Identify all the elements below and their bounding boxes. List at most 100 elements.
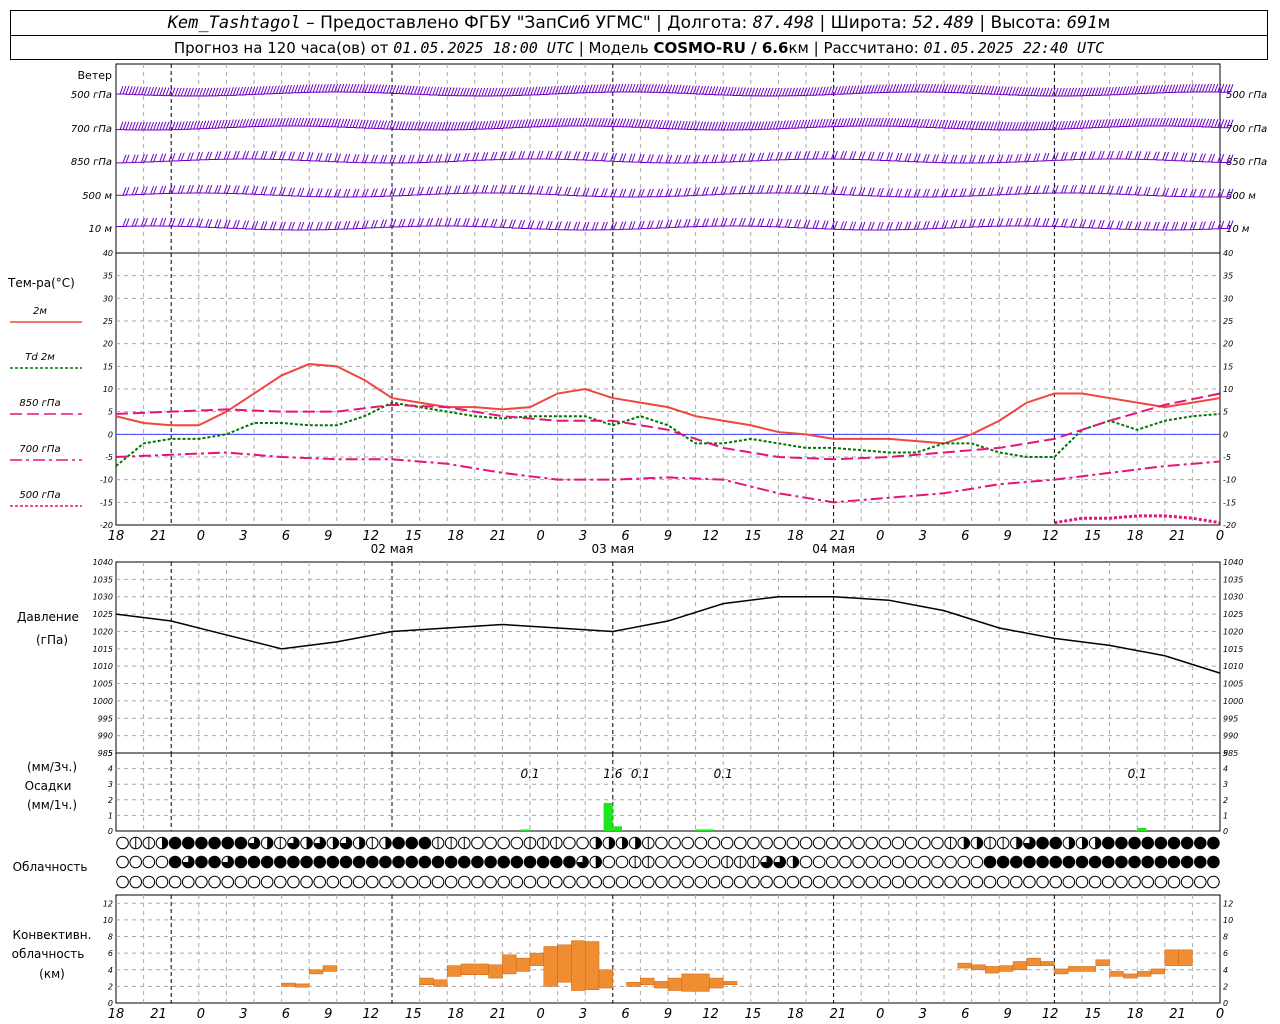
cloud-circle xyxy=(168,855,182,869)
cloud-circle xyxy=(1036,836,1049,850)
wind-barb xyxy=(1118,150,1133,160)
wind-barb xyxy=(180,184,194,194)
wind-barb xyxy=(162,121,176,131)
wind-barb xyxy=(971,121,986,130)
lat-label: Широта: xyxy=(830,13,908,33)
cloud-panel-title: Облачность xyxy=(13,860,88,874)
convective-block xyxy=(502,954,517,975)
wind-barb xyxy=(382,219,397,228)
pressure-ytick-right: 1010 xyxy=(1223,662,1243,671)
wind-barb xyxy=(612,221,627,231)
wind-barb xyxy=(530,150,544,160)
precip-ytick-left: 4 xyxy=(108,765,113,774)
wind-barb xyxy=(419,86,434,96)
convective-unit: (км) xyxy=(39,967,65,981)
temp-ytick-left: -20 xyxy=(100,521,113,530)
wind-barb xyxy=(309,84,323,93)
forecast-start: 01.05.2025 18:00 UTC xyxy=(393,39,574,57)
cloud-circle xyxy=(760,875,773,889)
wind-barb xyxy=(1118,221,1133,230)
wind-barb xyxy=(1109,118,1124,128)
wind-barb xyxy=(1017,185,1032,195)
wind-barb xyxy=(520,185,535,195)
cloud-circle xyxy=(484,855,497,869)
cloud-circle xyxy=(668,875,681,889)
cloud-circle xyxy=(418,855,432,869)
convective-block xyxy=(308,969,324,975)
wind-barb xyxy=(392,154,406,164)
wind-barb xyxy=(944,188,958,198)
cloud-circle xyxy=(563,855,576,869)
precip-amount-label: 0.1 xyxy=(714,767,733,781)
wind-barb xyxy=(355,84,369,93)
wind-barb xyxy=(1220,119,1234,129)
wind-barb xyxy=(796,87,811,97)
cloud-mark xyxy=(1082,837,1088,849)
wind-barb xyxy=(934,84,949,93)
wind-barb xyxy=(548,118,562,127)
wind-barb xyxy=(594,117,608,127)
wind-barb xyxy=(530,220,544,230)
cloud-circle xyxy=(799,836,813,850)
wind-barb xyxy=(1183,188,1197,198)
precip-amount-label: 1.6 xyxy=(603,767,622,781)
wind-barb xyxy=(1026,153,1041,162)
wind-barb xyxy=(980,218,995,228)
cloud-circle xyxy=(602,875,616,889)
wind-barb xyxy=(668,84,682,94)
temp-series-line xyxy=(1054,514,1221,525)
wind-barb xyxy=(585,221,599,231)
cloud-circle xyxy=(1101,836,1115,850)
wind-barb xyxy=(263,85,277,95)
convective-block xyxy=(488,964,503,979)
pressure-ytick-right: 1015 xyxy=(1223,645,1243,654)
convective-block xyxy=(653,981,669,989)
cloud-circle xyxy=(155,855,169,869)
cloud-mark xyxy=(248,837,260,849)
wind-barb xyxy=(594,188,608,197)
convective-axis-hour-label: 21 xyxy=(830,1007,847,1022)
wind-barb xyxy=(272,117,286,127)
wind-barb xyxy=(143,153,158,163)
wind-barb xyxy=(852,117,866,127)
wind-barb xyxy=(189,120,204,130)
wind-barb xyxy=(723,153,737,163)
wind-barb xyxy=(980,154,995,164)
wind-barb xyxy=(879,84,894,93)
temp-axis-hour-label: 15 xyxy=(1084,529,1101,544)
cloud-circle xyxy=(129,855,143,869)
wind-barb xyxy=(1128,151,1142,160)
cloud-circle xyxy=(720,875,734,889)
wind-barb xyxy=(677,154,691,164)
cloud-circle xyxy=(1023,875,1036,889)
wind-barb xyxy=(787,219,802,229)
wind-barb xyxy=(1017,217,1032,227)
wind-barb xyxy=(603,118,618,127)
wind-barb xyxy=(566,117,581,127)
wind-barb xyxy=(254,86,268,95)
precip-amount-label: 0.1 xyxy=(1128,767,1147,781)
wind-barb xyxy=(723,87,737,96)
temp-ytick-right: 15 xyxy=(1223,362,1233,371)
wind-barb xyxy=(640,188,654,198)
wind-barb xyxy=(732,87,746,96)
forecast-header: Kem_Tashtagol – Предоставлено ФГБУ "ЗапС… xyxy=(10,10,1268,60)
wind-barb xyxy=(796,151,811,160)
temp-ytick-right: 35 xyxy=(1223,272,1233,281)
convective-axis-hour-label: 21 xyxy=(150,1007,167,1022)
cloud-circle xyxy=(1115,836,1128,850)
wind-barb xyxy=(254,118,268,127)
wind-barb xyxy=(438,185,452,195)
wind-barb xyxy=(925,154,940,163)
cloud-mark xyxy=(976,837,983,849)
wind-barb xyxy=(557,85,572,95)
wind-barb xyxy=(1091,150,1105,160)
wind-barb xyxy=(1017,87,1032,96)
convective-block xyxy=(985,966,1000,974)
wind-barb xyxy=(281,151,296,161)
wind-barb xyxy=(787,120,802,129)
wind-barb xyxy=(539,221,553,230)
wind-barb xyxy=(879,117,894,127)
wind-barb xyxy=(162,185,176,194)
convective-axis-hour-label: 9 xyxy=(664,1007,672,1022)
